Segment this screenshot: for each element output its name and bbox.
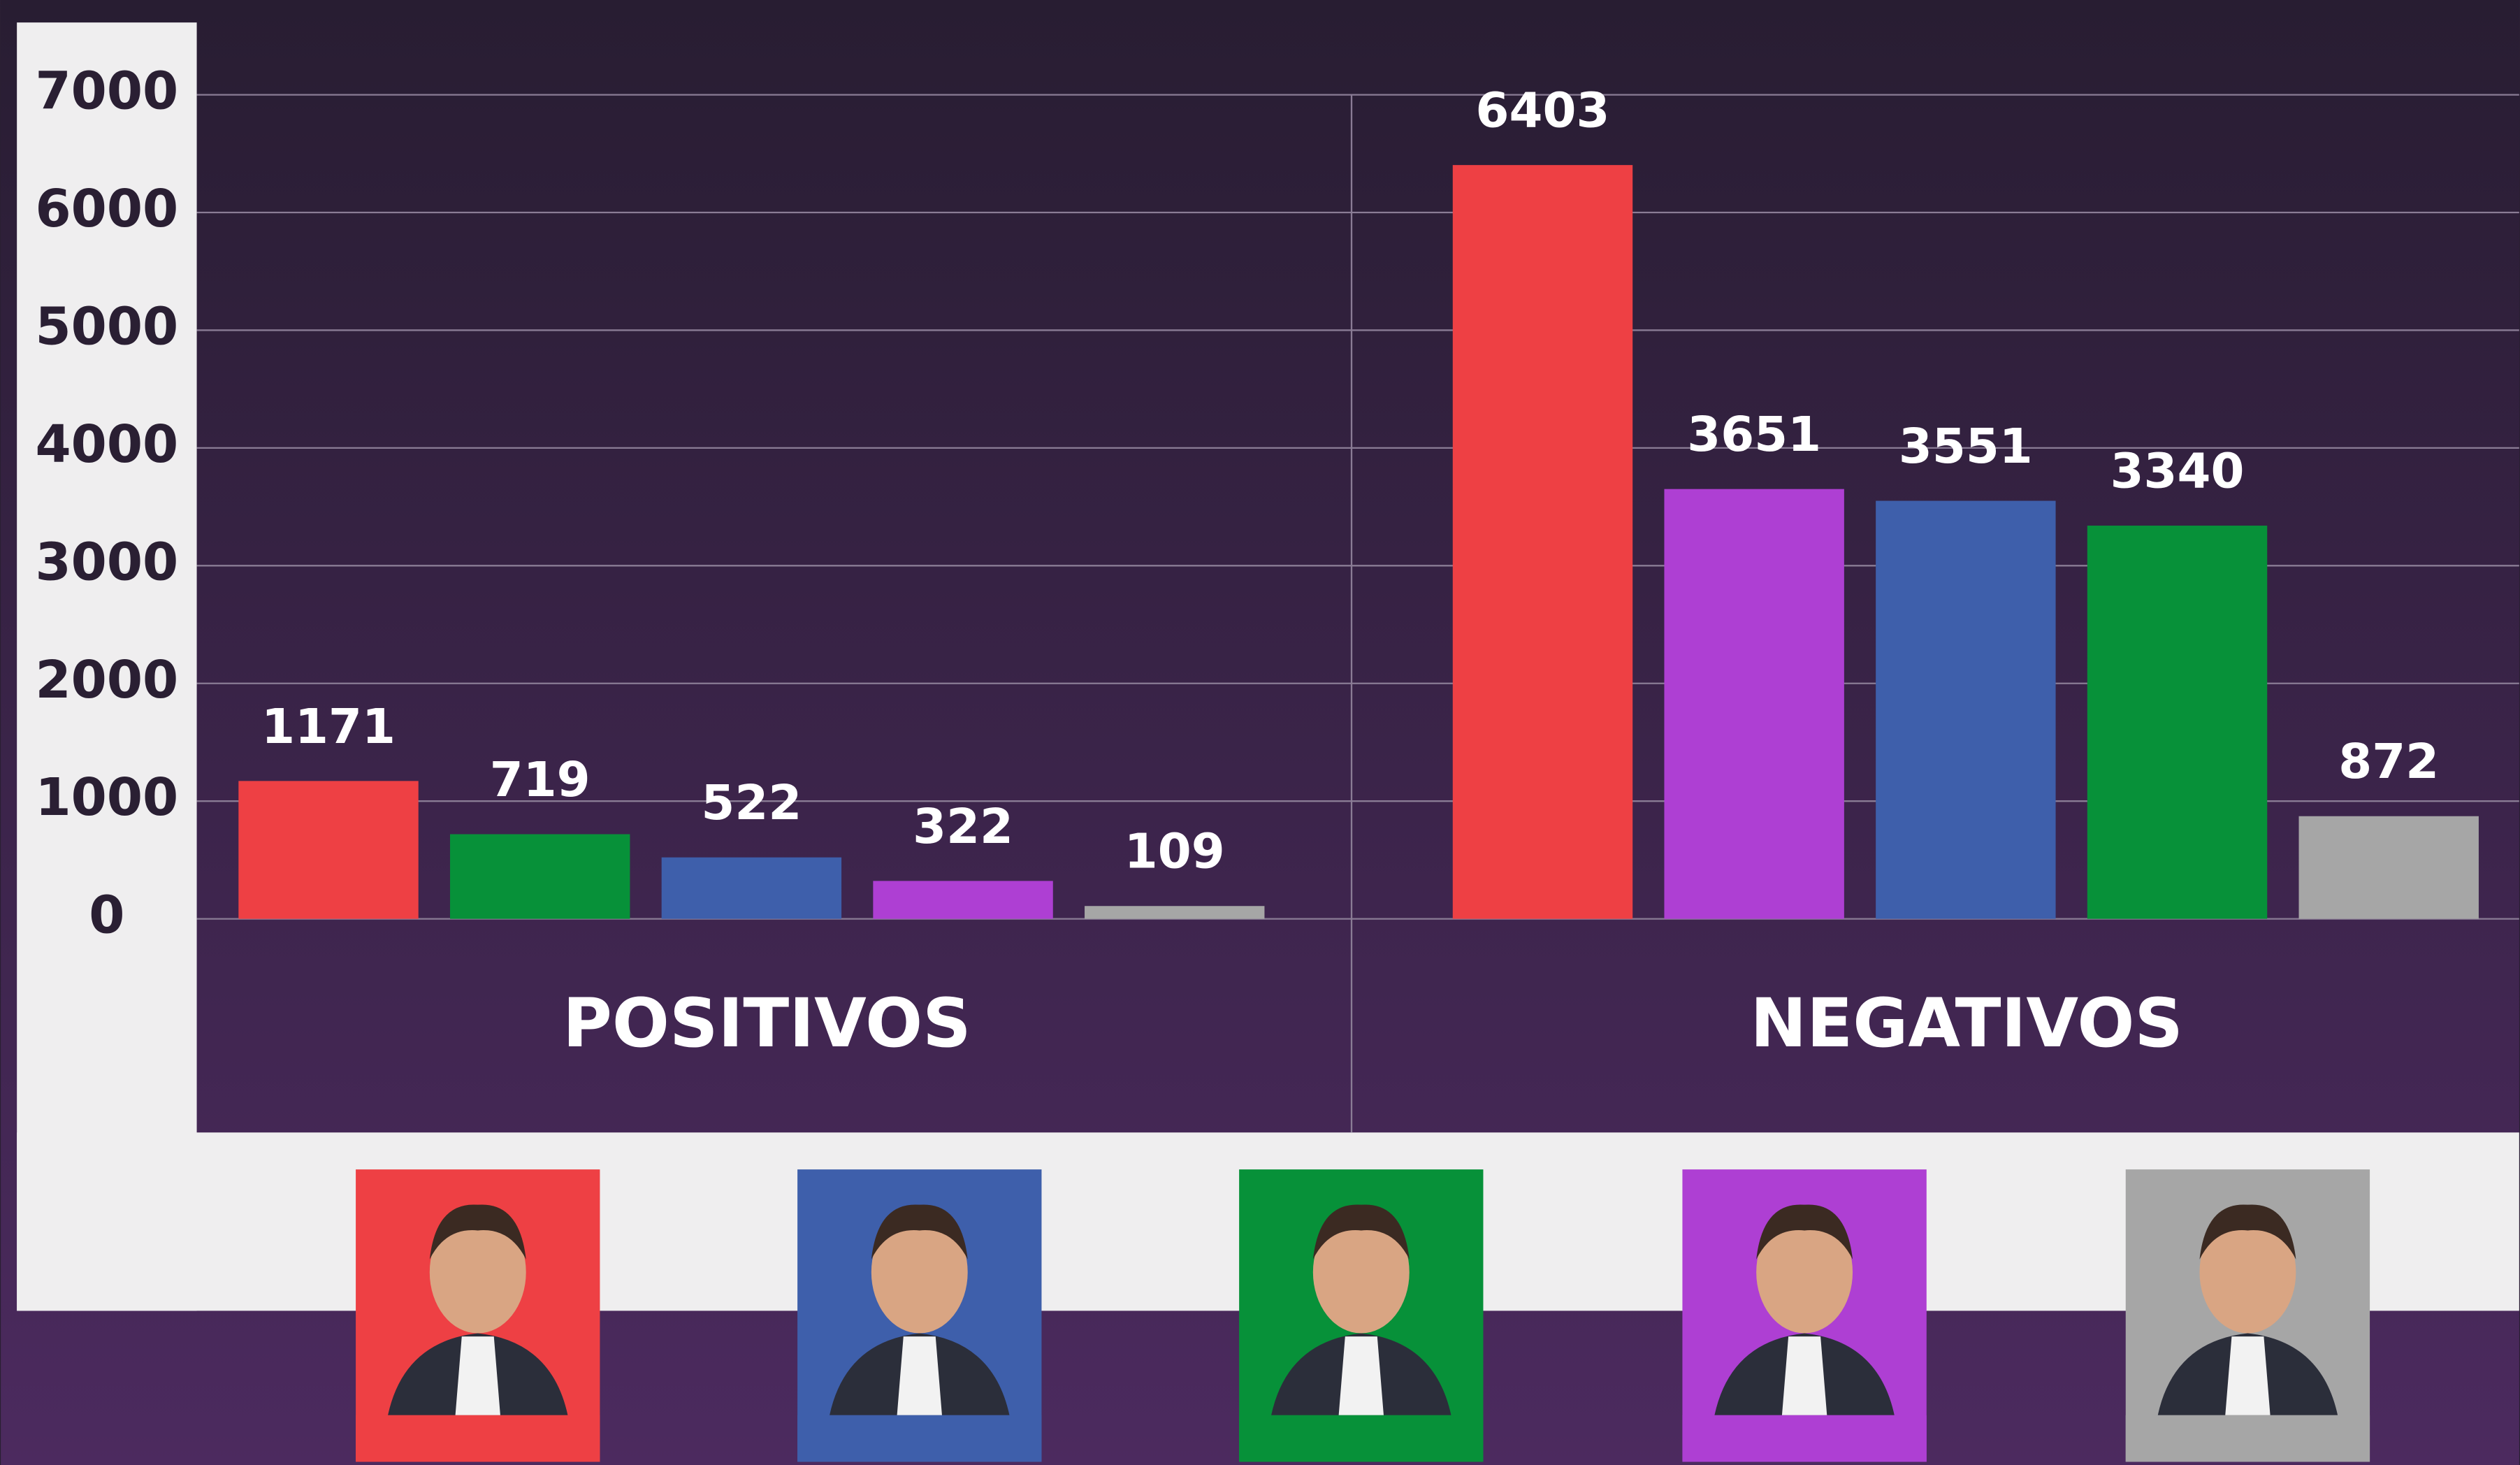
photo-strip <box>356 1415 600 1462</box>
bar <box>662 858 841 919</box>
photo-strip <box>1239 1415 1483 1462</box>
bar <box>1876 501 2055 919</box>
group-label: POSITIVOS <box>563 983 971 1062</box>
value-label: 6403 <box>1476 83 1610 139</box>
bar <box>1453 165 1632 918</box>
y-tick-label: 5000 <box>36 297 179 356</box>
bar <box>873 881 1052 918</box>
y-tick-label: 6000 <box>36 180 179 239</box>
y-tick-label: 4000 <box>36 415 179 475</box>
value-label: 1171 <box>261 699 396 755</box>
y-tick-label: 7000 <box>36 62 179 122</box>
bar <box>1085 906 1264 918</box>
value-label: 322 <box>913 799 1013 855</box>
value-label: 3551 <box>1899 419 2033 475</box>
value-label: 522 <box>701 775 802 831</box>
photo-strip <box>2126 1415 2370 1462</box>
value-label: 109 <box>1124 824 1225 880</box>
photo-shirt <box>1782 1336 1827 1415</box>
y-tick-label: 2000 <box>36 651 179 710</box>
value-label: 872 <box>2338 734 2439 790</box>
value-label: 3651 <box>1687 407 1821 463</box>
photo-strip <box>797 1415 1041 1462</box>
photo-strip <box>1682 1415 1926 1462</box>
photo-shirt <box>2225 1336 2270 1415</box>
y-tick-label: 3000 <box>36 533 179 592</box>
y-tick-label: 0 <box>89 886 124 946</box>
page: 0 1000 2000 3000 4000 5000 6000 7000 1171 719 522 3… <box>0 0 2520 1465</box>
bar <box>2299 816 2479 919</box>
photo-shirt <box>897 1336 942 1415</box>
value-label: 3340 <box>2110 444 2245 500</box>
value-label: 719 <box>490 752 591 808</box>
group-label: NEGATIVOS <box>1751 983 2183 1062</box>
y-tick-label: 1000 <box>36 768 179 828</box>
bar <box>238 781 418 918</box>
bar <box>2087 526 2267 919</box>
bar <box>450 834 630 918</box>
bar <box>1664 489 1844 919</box>
chart: 0 1000 2000 3000 4000 5000 6000 7000 1171 719 522 3… <box>0 0 2520 1465</box>
photo-shirt <box>456 1336 500 1415</box>
photo-shirt <box>1339 1336 1384 1415</box>
